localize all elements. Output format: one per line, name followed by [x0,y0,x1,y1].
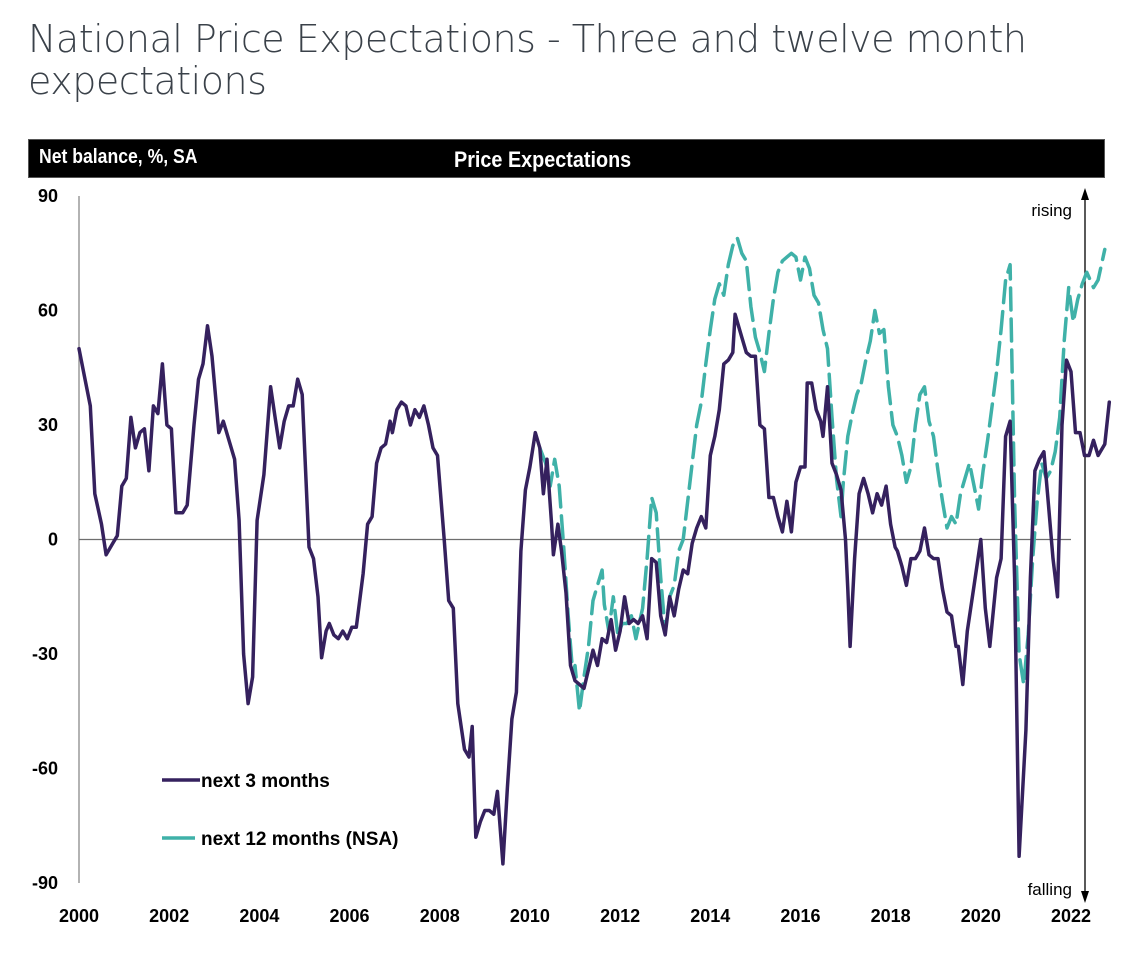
x-tick-label: 2018 [871,906,911,926]
y-tick-label: 60 [38,301,58,321]
y-tick-label: -60 [32,759,58,779]
x-tick-label: 2008 [420,906,460,926]
y-tick-label: 0 [48,530,58,550]
x-tick-label: 2020 [961,906,1001,926]
arrow-up-icon [1081,188,1089,200]
chart-title: Price Expectations [454,147,632,172]
legend-label-next-3-months: next 3 months [201,771,330,792]
x-tick-label: 2000 [59,906,99,926]
x-tick-label: 2016 [780,906,820,926]
annotation-falling: falling [1028,880,1072,899]
x-tick-label: 2014 [690,906,730,926]
y-tick-label: 90 [38,186,58,206]
annotation-rising: rising [1031,201,1072,220]
legend-label-next-12-months: next 12 months (NSA) [201,829,398,850]
legend: next 3 months next 12 months (NSA) [162,771,398,850]
y-tick-label: 30 [38,415,58,435]
chart-header-bar: Net balance, %, SA Price Expectations [28,139,1105,178]
arrow-down-icon [1081,891,1089,903]
y-axis-unit-label: Net balance, %, SA [39,146,198,168]
x-tick-label: 2006 [330,906,370,926]
x-tick-label: 2004 [239,906,279,926]
y-tick-label: -90 [32,873,58,893]
x-tick-label: 2022 [1051,906,1091,926]
y-tick-label: -30 [32,644,58,664]
series-line-next-12-months [538,236,1107,714]
series-line-next-3-months [77,312,1112,866]
series-group [77,236,1112,866]
x-tick-label: 2010 [510,906,550,926]
x-tick-label: 2012 [600,906,640,926]
x-tick-label: 2002 [149,906,189,926]
page-title: National Price Expectations - Three and … [28,17,1027,103]
